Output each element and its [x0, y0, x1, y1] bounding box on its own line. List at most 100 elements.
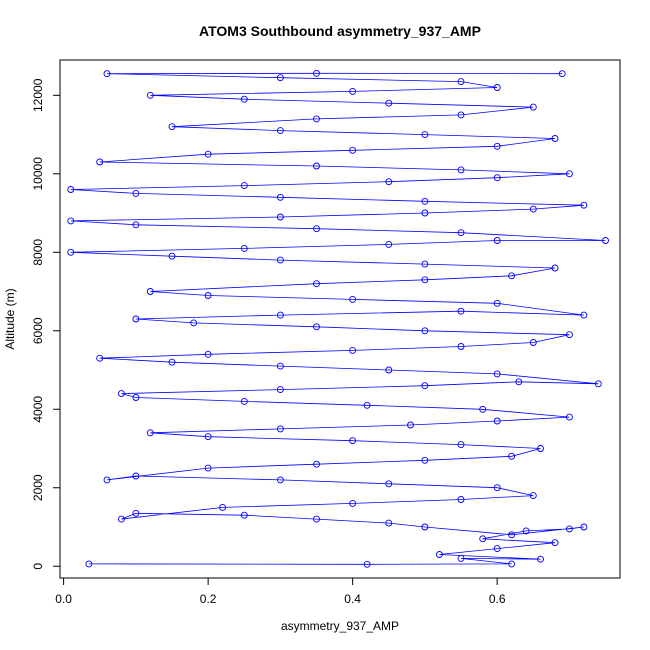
data-point: [594, 380, 602, 388]
x-tick-label: 0.4: [344, 592, 361, 606]
data-point: [146, 91, 154, 99]
y-axis-label: Altitude (m): [3, 288, 17, 349]
data-point: [204, 433, 212, 441]
data-point: [168, 358, 176, 366]
data-point: [240, 511, 248, 519]
data-point: [421, 209, 429, 217]
data-point: [313, 225, 320, 233]
data-point: [117, 515, 125, 523]
data-point: [385, 240, 393, 248]
data-point: [276, 127, 284, 135]
data-point: [565, 413, 573, 421]
data-point: [457, 111, 465, 119]
data-point: [349, 499, 357, 507]
data-point: [103, 70, 111, 78]
data-point: [276, 213, 284, 221]
data-point: [493, 299, 501, 307]
data-point: [493, 84, 501, 91]
data-point: [204, 350, 212, 358]
y-tick-label: 0: [31, 563, 45, 570]
axes: 0.0 0.2 0.4 0.6 0 2000 4000 6000 8000 10000 12000: [31, 78, 506, 606]
data-point: [204, 292, 212, 299]
data-point: [240, 397, 248, 405]
data-point: [551, 135, 559, 142]
data-point: [421, 131, 429, 139]
data-point: [565, 331, 573, 339]
data-point: [219, 503, 227, 511]
data-point: [313, 162, 320, 170]
data-point: [457, 78, 465, 86]
data-point: [529, 205, 537, 213]
data-point: [204, 464, 212, 472]
data-point: [529, 339, 537, 346]
data-point: [276, 256, 284, 264]
data-point: [493, 142, 501, 150]
data-point: [276, 425, 284, 433]
data-point: [313, 280, 320, 288]
data-point: [240, 244, 248, 252]
x-tick-label: 0.0: [55, 592, 72, 606]
data-point: [537, 445, 544, 452]
data-point: [204, 150, 212, 158]
y-tick-label: 4000: [31, 396, 45, 423]
data-point: [508, 560, 516, 568]
data-point: [146, 288, 154, 295]
data-point: [132, 509, 140, 517]
data-point: [421, 456, 429, 464]
data-point: [529, 492, 537, 500]
chart-title: ATOM3 Southbound asymmetry_937_AMP: [199, 23, 481, 39]
data-point: [457, 307, 465, 315]
data-point: [508, 452, 516, 460]
data-point: [421, 327, 429, 335]
y-tick-label: 6000: [31, 317, 45, 344]
data-point: [276, 386, 284, 394]
data-point: [240, 95, 248, 103]
data-point: [96, 158, 104, 166]
data-point: [240, 182, 248, 190]
data-point: [349, 87, 357, 95]
data-point: [276, 362, 284, 370]
data-point: [67, 186, 75, 193]
data-point: [85, 560, 93, 568]
data-point: [421, 382, 429, 390]
data-point: [385, 178, 393, 186]
data-point: [493, 174, 501, 182]
data-point: [522, 527, 530, 535]
series-line: [70, 72, 606, 565]
data-point: [457, 166, 465, 174]
data-point: [276, 311, 284, 319]
data-point: [67, 248, 75, 256]
data-point: [435, 551, 443, 558]
data-point: [313, 323, 320, 331]
data-point: [190, 319, 198, 327]
data-point: [168, 252, 176, 260]
x-axis-label: asymmetry_937_AMP: [281, 619, 399, 633]
data-point: [421, 276, 429, 284]
y-tick-label: 8000: [31, 239, 45, 266]
data-point: [313, 115, 320, 123]
data-point: [558, 70, 566, 78]
data-point: [457, 554, 465, 562]
data-point: [132, 315, 140, 323]
data-point: [551, 264, 559, 272]
data-point: [421, 260, 429, 268]
data-point: [67, 217, 75, 225]
data-point: [421, 523, 429, 531]
data-point: [349, 295, 357, 303]
data-point: [132, 394, 140, 401]
data-point: [276, 476, 284, 484]
data-point: [493, 237, 501, 244]
data-point: [457, 441, 465, 449]
series-0: [67, 69, 609, 568]
data-point: [385, 480, 393, 488]
data-point: [421, 197, 429, 205]
data-point: [349, 437, 357, 445]
data-point: [508, 272, 516, 280]
data-point: [349, 346, 357, 354]
data-point: [457, 496, 465, 503]
data-point: [580, 523, 588, 531]
data-point: [479, 405, 487, 413]
data-point: [385, 519, 393, 527]
data-point: [117, 390, 125, 398]
